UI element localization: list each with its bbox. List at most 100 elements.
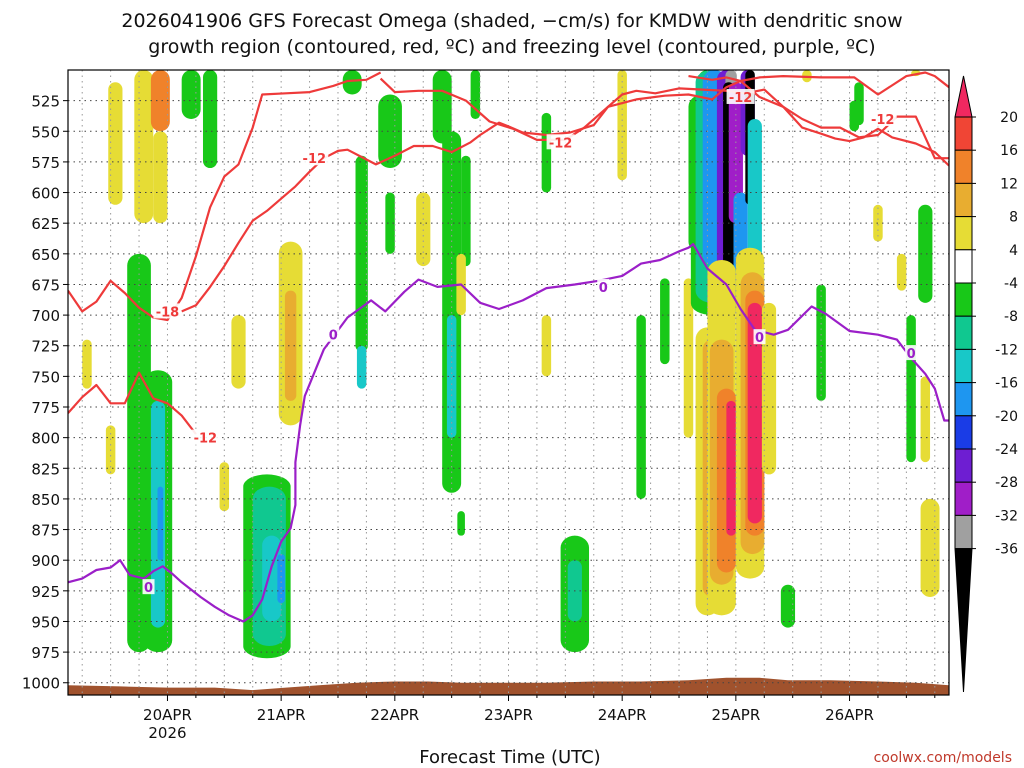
omega-cell	[231, 315, 246, 389]
colorbar-swatch	[954, 182, 973, 218]
colorbar-label: -4	[1004, 276, 1018, 292]
contour-label: 0	[329, 329, 338, 344]
contour-label: 0	[599, 281, 608, 296]
omega-cell	[108, 82, 123, 205]
colorbar-swatch	[954, 216, 973, 251]
omega-cell	[219, 462, 230, 512]
y-tick-label: 725	[31, 338, 60, 356]
colorbar-swatch	[954, 448, 973, 483]
y-tick-label: 600	[31, 185, 60, 203]
x-tick-year: 2026	[148, 724, 186, 742]
omega-cell	[918, 204, 933, 303]
x-axis-label: Forecast Time (UTC)	[419, 747, 600, 768]
dgz-contour	[379, 77, 949, 160]
colorbar-swatch	[954, 382, 973, 417]
dgz-contour	[68, 71, 382, 322]
colorbar-label: -12	[995, 342, 1018, 358]
contour-label-bg	[905, 345, 918, 361]
colorbar-swatch	[954, 149, 973, 184]
omega-cell	[262, 535, 282, 622]
y-tick-label: 750	[31, 368, 60, 386]
omega-cell	[277, 554, 285, 604]
x-tick-label: 24APR	[598, 706, 647, 724]
contour-label-bg	[142, 579, 155, 595]
dgz-contour	[68, 371, 197, 435]
omega-cell	[82, 339, 92, 389]
x-tick-label: 21APR	[257, 706, 306, 724]
omega-cell	[432, 70, 452, 144]
y-tick-label: 575	[31, 154, 60, 172]
omega-cell	[683, 278, 694, 438]
omega-cell	[849, 100, 860, 132]
y-tick-label: 675	[31, 276, 60, 294]
omega-cell	[356, 345, 367, 389]
omega-shading	[82, 70, 940, 659]
contour-label: -12	[871, 113, 895, 128]
y-tick-label: 1000	[22, 675, 60, 693]
omega-cell	[660, 278, 670, 365]
omega-cell	[461, 155, 471, 267]
colorbar-swatch	[954, 348, 973, 384]
contour-label: -12	[729, 91, 753, 106]
y-tick-label: 925	[31, 583, 60, 601]
colorbar-swatch	[954, 315, 973, 350]
contour-labels: -12 -18 -12 -12 -12 -12 0 0 0 0 0	[142, 88, 918, 596]
colorbar: 20 16 12 8 4 -4 -8 -12 -16 -20 -24 -28 -32 -36	[954, 75, 1018, 693]
omega-cell	[920, 498, 940, 597]
omega-cell	[920, 376, 931, 463]
omega-cell	[202, 70, 218, 169]
omega-cell	[355, 155, 368, 352]
colorbar-swatch	[954, 514, 973, 550]
colorbar-label: 20	[1000, 110, 1018, 126]
contour-label-bg	[753, 329, 766, 345]
omega-cell	[385, 192, 395, 254]
freezing-level-contour	[68, 242, 949, 623]
colorbar-label: -8	[1004, 309, 1018, 325]
omega-cell	[541, 112, 552, 193]
credit-text: coolwx.com/models	[874, 750, 1012, 766]
colorbar-label: 4	[1009, 243, 1018, 259]
contour-label: -12	[549, 136, 573, 151]
colorbar-bottom-arrow	[954, 548, 973, 693]
colorbar-swatch	[954, 481, 973, 516]
colorbar-top-arrow	[954, 75, 973, 118]
y-tick-label: 900	[31, 552, 60, 570]
y-tick-label: 800	[31, 430, 60, 448]
colorbar-label: 12	[1000, 176, 1018, 192]
y-tick-label: 550	[31, 123, 60, 141]
contour-label-bg	[327, 326, 340, 342]
y-tick-label: 700	[31, 307, 60, 325]
omega-cell	[342, 70, 362, 95]
colorbar-label: -20	[995, 409, 1018, 425]
omega-cell	[416, 192, 431, 267]
colorbar-label: 8	[1009, 210, 1018, 226]
omega-cell	[150, 70, 170, 132]
colorbar-label: -36	[995, 542, 1018, 558]
contour-label-bg	[191, 429, 220, 445]
contour-label-bg	[868, 111, 897, 127]
y-tick-label: 825	[31, 460, 60, 478]
colorbar-swatch	[954, 116, 973, 151]
contour-label: 0	[907, 347, 916, 362]
y-tick-label: 950	[31, 613, 60, 631]
colorbar-label: -28	[995, 475, 1018, 491]
omega-cell	[906, 315, 916, 463]
contour-lines	[68, 71, 949, 623]
contour-label-bg	[300, 150, 329, 166]
x-tick-label: 20APR	[143, 706, 192, 724]
y-tick-label: 875	[31, 522, 60, 540]
contour-label: -12	[194, 432, 218, 447]
grid-lines	[68, 70, 949, 695]
colorbar-label: -24	[995, 442, 1018, 458]
omega-cell	[181, 70, 201, 120]
omega-cell	[726, 400, 736, 536]
contour-label-bg	[597, 278, 610, 294]
chart-title-line-2: growth region (contoured, red, ºC) and f…	[148, 36, 875, 58]
omega-cell	[457, 511, 465, 536]
x-tick-label: 23APR	[484, 706, 533, 724]
colorbar-swatch	[954, 415, 973, 450]
x-tick-label: 26APR	[825, 706, 874, 724]
contour-label-bg	[153, 303, 182, 319]
omega-cell	[378, 94, 402, 169]
